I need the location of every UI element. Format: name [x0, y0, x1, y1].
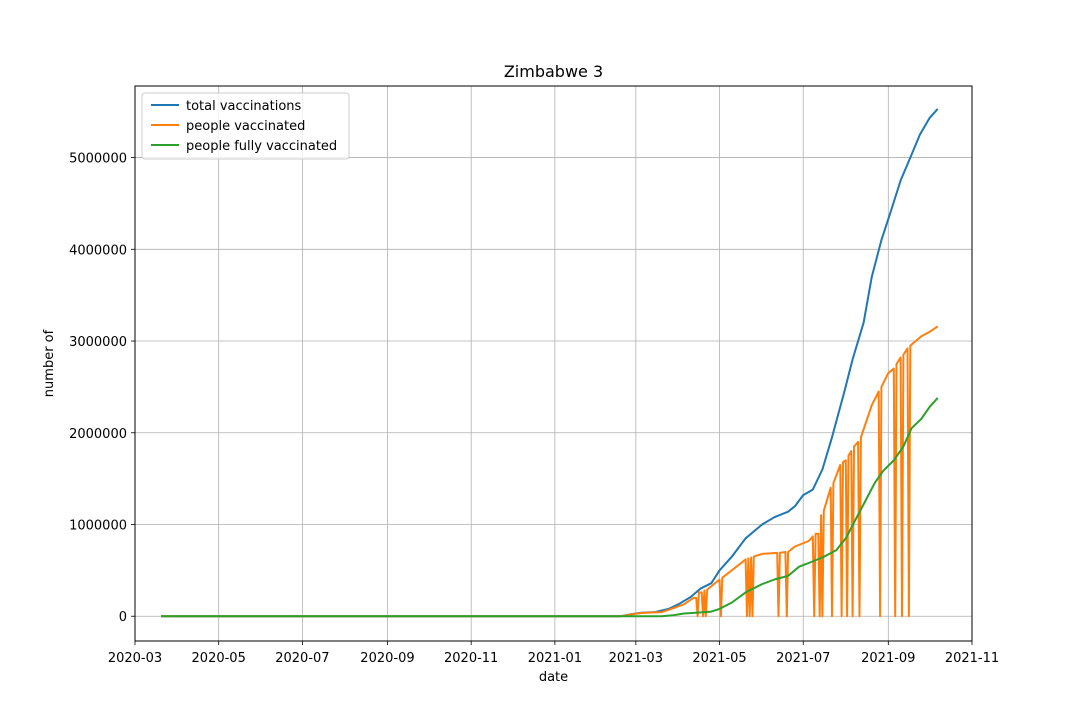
- legend-box: [141, 92, 350, 160]
- legend-entry: people fully vaccinated: [186, 139, 337, 154]
- x-tick-label: 2020-03: [108, 651, 162, 666]
- plot-frame: [134, 85, 973, 642]
- y-tick-label: 2000000: [69, 427, 127, 442]
- x-tick-label: 2021-03: [609, 651, 663, 666]
- x-axis-label: date: [539, 670, 568, 685]
- x-tick-label: 2020-05: [192, 651, 246, 666]
- legend-entry: total vaccinations: [186, 99, 302, 114]
- legend: total vaccinations people vaccinated peopl…: [141, 92, 350, 160]
- y-axis-ticks: 0 1000000 2000000 3000000 4000000 5000000: [69, 152, 135, 625]
- x-tick-label: 2021-09: [861, 651, 915, 666]
- y-tick-label: 0: [119, 610, 127, 625]
- x-tick-label: 2020-09: [360, 651, 414, 666]
- x-tick-label: 2021-01: [528, 651, 582, 666]
- series-line-people-vaccinated: [161, 325, 939, 618]
- x-tick-label: 2020-11: [444, 651, 498, 666]
- x-tick-label: 2021-07: [776, 651, 830, 666]
- y-axis-label: number of: [42, 329, 57, 397]
- x-tick-label: 2021-11: [945, 651, 999, 666]
- legend-entry: people vaccinated: [186, 119, 305, 134]
- series-layer: [161, 108, 939, 618]
- y-tick-label: 5000000: [69, 152, 127, 167]
- y-tick-label: 1000000: [69, 518, 127, 533]
- chart-title: Zimbabwe 3: [504, 62, 603, 81]
- y-tick-label: 4000000: [69, 243, 127, 258]
- series-line-people-fully-vaccinated: [161, 397, 939, 618]
- x-axis-ticks: 2020-03 2020-05 2020-07 2020-09 2020-11 2021-…: [108, 641, 999, 666]
- series-line-total-vaccinations: [161, 108, 939, 618]
- x-tick-label: 2020-07: [275, 651, 329, 666]
- y-tick-label: 3000000: [69, 335, 127, 350]
- x-tick-label: 2021-05: [692, 651, 746, 666]
